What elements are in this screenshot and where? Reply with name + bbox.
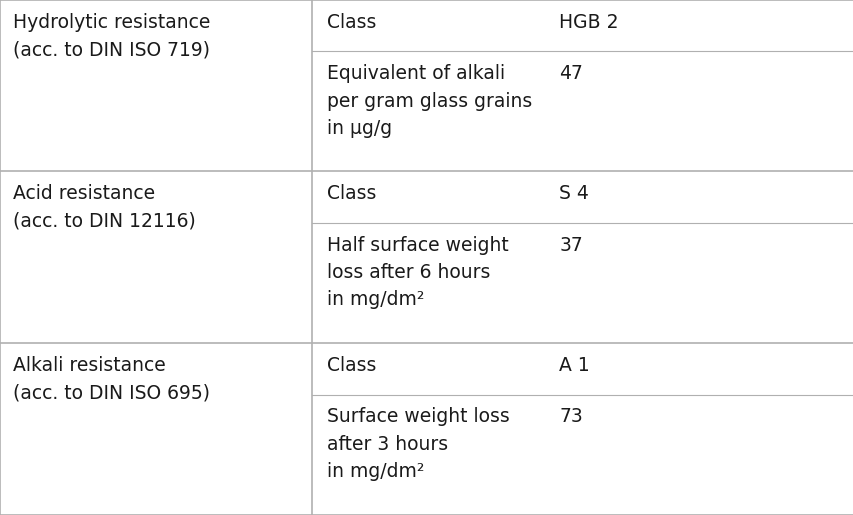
Text: S 4: S 4 bbox=[559, 184, 589, 203]
Text: HGB 2: HGB 2 bbox=[559, 13, 618, 32]
Text: 47: 47 bbox=[559, 64, 583, 83]
Text: Acid resistance
(acc. to DIN 12116): Acid resistance (acc. to DIN 12116) bbox=[13, 184, 195, 231]
Text: Half surface weight
loss after 6 hours
in mg/dm²: Half surface weight loss after 6 hours i… bbox=[327, 236, 508, 310]
Text: Alkali resistance
(acc. to DIN ISO 695): Alkali resistance (acc. to DIN ISO 695) bbox=[13, 356, 210, 402]
Text: Hydrolytic resistance
(acc. to DIN ISO 719): Hydrolytic resistance (acc. to DIN ISO 7… bbox=[13, 13, 210, 59]
Text: A 1: A 1 bbox=[559, 356, 589, 375]
Text: 37: 37 bbox=[559, 236, 583, 255]
Text: 73: 73 bbox=[559, 407, 583, 426]
Text: Class: Class bbox=[327, 13, 376, 32]
Text: Class: Class bbox=[327, 184, 376, 203]
Text: Class: Class bbox=[327, 356, 376, 375]
Text: Equivalent of alkali
per gram glass grains
in µg/g: Equivalent of alkali per gram glass grai… bbox=[327, 64, 531, 138]
Text: Surface weight loss
after 3 hours
in mg/dm²: Surface weight loss after 3 hours in mg/… bbox=[327, 407, 509, 481]
